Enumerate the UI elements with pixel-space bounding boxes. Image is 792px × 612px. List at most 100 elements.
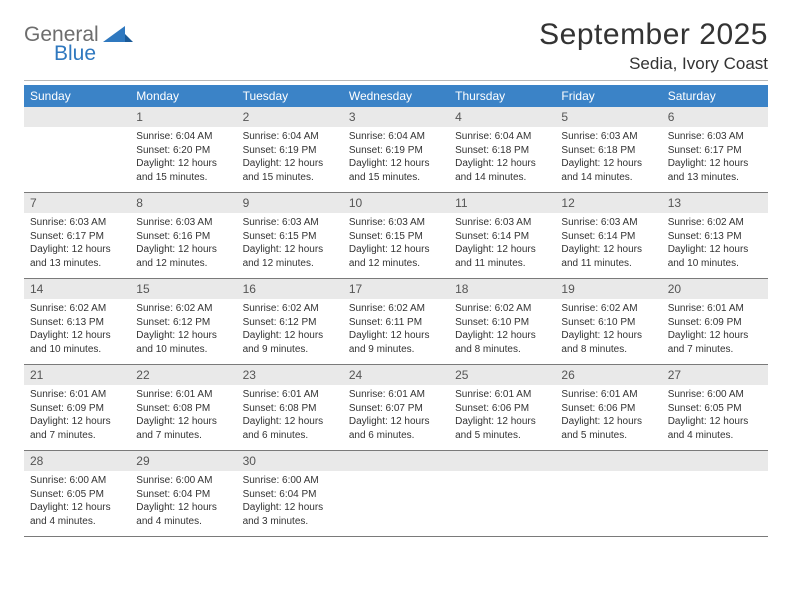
daylight2-text: and 8 minutes.: [455, 343, 549, 357]
day-body: Sunrise: 6:04 AMSunset: 6:20 PMDaylight:…: [130, 127, 236, 192]
sunset-text: Sunset: 6:08 PM: [136, 402, 230, 416]
day-number: 13: [662, 193, 768, 213]
calendar-day-cell: 7Sunrise: 6:03 AMSunset: 6:17 PMDaylight…: [24, 193, 130, 279]
daylight1-text: Daylight: 12 hours: [243, 157, 337, 171]
daylight2-text: and 9 minutes.: [243, 343, 337, 357]
daylight2-text: and 6 minutes.: [243, 429, 337, 443]
day-number: 30: [237, 451, 343, 471]
sunset-text: Sunset: 6:10 PM: [455, 316, 549, 330]
calendar-day-cell: 29Sunrise: 6:00 AMSunset: 6:04 PMDayligh…: [130, 451, 236, 537]
sunset-text: Sunset: 6:10 PM: [561, 316, 655, 330]
location-label: Sedia, Ivory Coast: [539, 54, 768, 74]
sunset-text: Sunset: 6:19 PM: [349, 144, 443, 158]
sunrise-text: Sunrise: 6:02 AM: [668, 216, 762, 230]
sunset-text: Sunset: 6:18 PM: [561, 144, 655, 158]
daylight1-text: Daylight: 12 hours: [561, 157, 655, 171]
daylight2-text: and 13 minutes.: [30, 257, 124, 271]
calendar-day-cell: 6Sunrise: 6:03 AMSunset: 6:17 PMDaylight…: [662, 107, 768, 193]
day-number: 7: [24, 193, 130, 213]
weekday-header: Sunday: [24, 85, 130, 107]
calendar-day-cell: 13Sunrise: 6:02 AMSunset: 6:13 PMDayligh…: [662, 193, 768, 279]
daylight2-text: and 10 minutes.: [136, 343, 230, 357]
day-number: 11: [449, 193, 555, 213]
daylight2-text: and 12 minutes.: [349, 257, 443, 271]
sunrise-text: Sunrise: 6:03 AM: [668, 130, 762, 144]
daylight1-text: Daylight: 12 hours: [668, 329, 762, 343]
day-number: 10: [343, 193, 449, 213]
day-body: Sunrise: 6:00 AMSunset: 6:05 PMDaylight:…: [662, 385, 768, 450]
daylight2-text: and 15 minutes.: [136, 171, 230, 185]
sunrise-text: Sunrise: 6:04 AM: [455, 130, 549, 144]
day-number: 23: [237, 365, 343, 385]
calendar-day-cell: 24Sunrise: 6:01 AMSunset: 6:07 PMDayligh…: [343, 365, 449, 451]
day-number: 21: [24, 365, 130, 385]
day-body: Sunrise: 6:00 AMSunset: 6:05 PMDaylight:…: [24, 471, 130, 536]
calendar-day-cell: 26Sunrise: 6:01 AMSunset: 6:06 PMDayligh…: [555, 365, 661, 451]
month-title: September 2025: [539, 18, 768, 52]
calendar-day-cell: 15Sunrise: 6:02 AMSunset: 6:12 PMDayligh…: [130, 279, 236, 365]
daylight1-text: Daylight: 12 hours: [455, 157, 549, 171]
daylight2-text: and 11 minutes.: [561, 257, 655, 271]
sunset-text: Sunset: 6:15 PM: [243, 230, 337, 244]
daylight1-text: Daylight: 12 hours: [30, 329, 124, 343]
weekday-row: Sunday Monday Tuesday Wednesday Thursday…: [24, 85, 768, 107]
weekday-header: Wednesday: [343, 85, 449, 107]
calendar-body: 1Sunrise: 6:04 AMSunset: 6:20 PMDaylight…: [24, 107, 768, 537]
daylight2-text: and 8 minutes.: [561, 343, 655, 357]
daylight2-text: and 5 minutes.: [455, 429, 549, 443]
day-body: Sunrise: 6:04 AMSunset: 6:19 PMDaylight:…: [343, 127, 449, 192]
calendar-week-row: 21Sunrise: 6:01 AMSunset: 6:09 PMDayligh…: [24, 365, 768, 451]
calendar-table: Sunday Monday Tuesday Wednesday Thursday…: [24, 85, 768, 537]
sunset-text: Sunset: 6:09 PM: [668, 316, 762, 330]
calendar-day-cell: 8Sunrise: 6:03 AMSunset: 6:16 PMDaylight…: [130, 193, 236, 279]
daylight1-text: Daylight: 12 hours: [30, 501, 124, 515]
sunrise-text: Sunrise: 6:00 AM: [243, 474, 337, 488]
day-body: Sunrise: 6:01 AMSunset: 6:08 PMDaylight:…: [237, 385, 343, 450]
day-number: 28: [24, 451, 130, 471]
day-body: Sunrise: 6:03 AMSunset: 6:17 PMDaylight:…: [662, 127, 768, 192]
day-number: 29: [130, 451, 236, 471]
sunrise-text: Sunrise: 6:01 AM: [668, 302, 762, 316]
weekday-header: Saturday: [662, 85, 768, 107]
calendar-day-cell: 4Sunrise: 6:04 AMSunset: 6:18 PMDaylight…: [449, 107, 555, 193]
sunrise-text: Sunrise: 6:03 AM: [455, 216, 549, 230]
daylight2-text: and 5 minutes.: [561, 429, 655, 443]
calendar-day-cell: 10Sunrise: 6:03 AMSunset: 6:15 PMDayligh…: [343, 193, 449, 279]
sunset-text: Sunset: 6:17 PM: [668, 144, 762, 158]
calendar-day-cell: 25Sunrise: 6:01 AMSunset: 6:06 PMDayligh…: [449, 365, 555, 451]
sunrise-text: Sunrise: 6:01 AM: [455, 388, 549, 402]
calendar-day-cell: 9Sunrise: 6:03 AMSunset: 6:15 PMDaylight…: [237, 193, 343, 279]
day-body: Sunrise: 6:02 AMSunset: 6:10 PMDaylight:…: [555, 299, 661, 364]
daylight2-text: and 9 minutes.: [349, 343, 443, 357]
day-number: 6: [662, 107, 768, 127]
day-body: Sunrise: 6:02 AMSunset: 6:13 PMDaylight:…: [24, 299, 130, 364]
day-number: 9: [237, 193, 343, 213]
sunrise-text: Sunrise: 6:00 AM: [30, 474, 124, 488]
daylight1-text: Daylight: 12 hours: [243, 415, 337, 429]
daylight2-text: and 3 minutes.: [243, 515, 337, 529]
daylight1-text: Daylight: 12 hours: [668, 415, 762, 429]
daylight1-text: Daylight: 12 hours: [455, 243, 549, 257]
calendar-day-cell: [662, 451, 768, 537]
sunrise-text: Sunrise: 6:02 AM: [30, 302, 124, 316]
sunset-text: Sunset: 6:04 PM: [243, 488, 337, 502]
calendar-week-row: 14Sunrise: 6:02 AMSunset: 6:13 PMDayligh…: [24, 279, 768, 365]
daylight2-text: and 15 minutes.: [349, 171, 443, 185]
day-number: [24, 107, 130, 127]
day-number: 14: [24, 279, 130, 299]
calendar-day-cell: 11Sunrise: 6:03 AMSunset: 6:14 PMDayligh…: [449, 193, 555, 279]
day-body: Sunrise: 6:01 AMSunset: 6:09 PMDaylight:…: [662, 299, 768, 364]
sunrise-text: Sunrise: 6:00 AM: [668, 388, 762, 402]
sunset-text: Sunset: 6:11 PM: [349, 316, 443, 330]
daylight1-text: Daylight: 12 hours: [136, 501, 230, 515]
day-number: 12: [555, 193, 661, 213]
day-body: [24, 127, 130, 185]
day-number: 5: [555, 107, 661, 127]
brand-text: General Blue: [24, 24, 99, 65]
calendar-day-cell: 22Sunrise: 6:01 AMSunset: 6:08 PMDayligh…: [130, 365, 236, 451]
calendar-day-cell: 1Sunrise: 6:04 AMSunset: 6:20 PMDaylight…: [130, 107, 236, 193]
day-body: Sunrise: 6:03 AMSunset: 6:17 PMDaylight:…: [24, 213, 130, 278]
daylight1-text: Daylight: 12 hours: [349, 415, 443, 429]
daylight1-text: Daylight: 12 hours: [561, 243, 655, 257]
day-number: 24: [343, 365, 449, 385]
